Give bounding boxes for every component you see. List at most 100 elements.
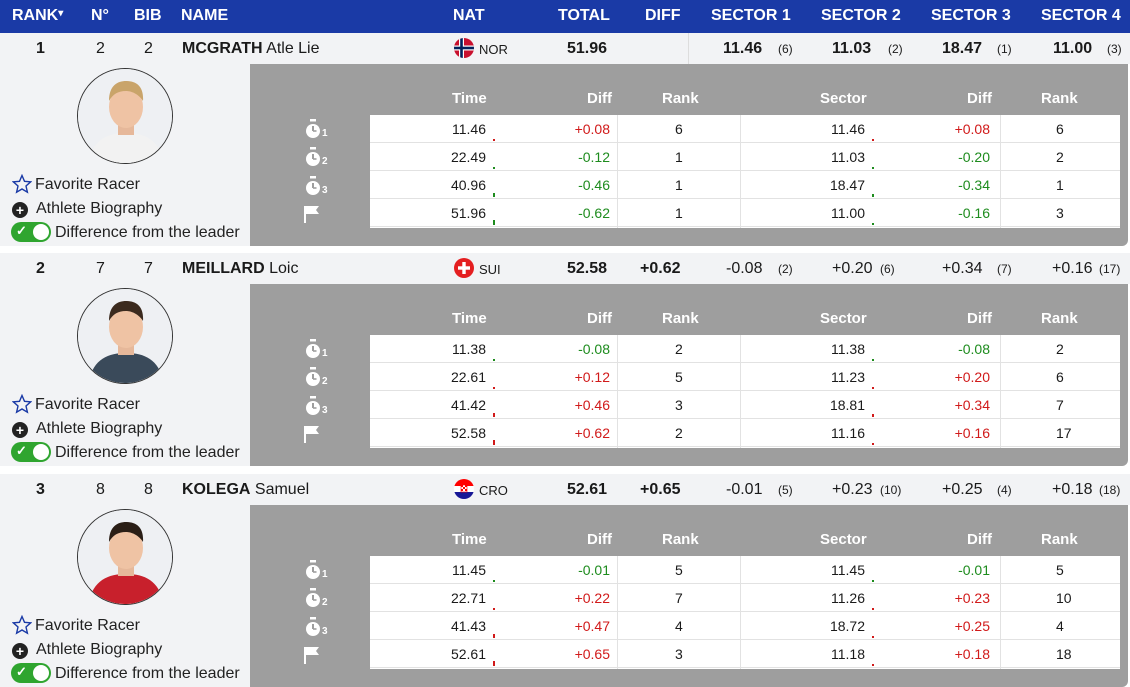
diff-bar [493,220,495,225]
sui-flag-icon [454,258,474,278]
difference-toggle[interactable]: ✓ [11,442,51,462]
sector-diff-bar [872,443,874,445]
athlete-info-panel: Favorite Racer + Athlete Biography ✓ Diff… [0,64,250,246]
split-rank: 2 [675,341,683,357]
split-time: 11.46 [452,121,486,137]
split-time: 40.96 [450,177,486,193]
sector-time: 11.00 [831,205,865,221]
split-diff: -0.62 [578,205,610,221]
split-rank: 5 [675,369,683,385]
athlete-biography-link[interactable]: + Athlete Biography [12,420,162,438]
sector-diff-bar [872,359,874,361]
athlete-name[interactable]: MEILLARD Loic [182,260,298,278]
sector-header: Sector [820,310,867,327]
finish-flag-icon [303,204,333,228]
results-header: RANK▾ N° BIB NAME NAT TOTAL DIFF SECTOR … [0,0,1130,33]
sector2-value: 11.03 [832,40,872,57]
split-diff: +0.46 [574,397,610,413]
athlete-biography-link[interactable]: + Athlete Biography [12,641,162,659]
stopwatch-3-icon: 3 [303,617,333,641]
total-time: 51.96 [567,40,608,57]
sector-time: 11.46 [831,121,865,137]
sector-diff: -0.16 [958,205,990,221]
athlete-last-name: KOLEGA [182,481,251,498]
time-header: Time [452,90,487,107]
sector-time: 18.47 [829,177,865,193]
athlete-name[interactable]: KOLEGA Samuel [182,481,309,499]
split-rank: 2 [675,425,683,441]
athlete-avatar [77,68,173,164]
diff-bar [493,167,495,169]
nat-column-header: NAT [453,7,485,24]
favorite-racer-link[interactable]: Favorite Racer [35,176,140,193]
difference-toggle[interactable]: ✓ [11,663,51,683]
sector-diff-bar [872,223,874,225]
favorite-racer-link[interactable]: Favorite Racer [35,617,140,634]
sector1-value: -0.01 [726,481,763,498]
split-time: 41.42 [450,397,486,413]
split-times-panel: Time Diff Rank Sector Diff Rank 1 2 3 11.4… [250,64,1128,246]
diff-header: Diff [587,310,612,327]
sector2-rank: (2) [888,42,903,56]
finish-flag-icon [303,424,333,448]
athlete-row[interactable]: 2 7 7 MEILLARD Loic SUI 52.58 +0.62 -0.0… [0,253,1130,284]
split-diff: +0.08 [574,121,610,137]
diff-bar [493,139,495,141]
stopwatch-3-icon: 3 [303,396,333,420]
column-divider [688,33,689,64]
split-diff: +0.62 [574,425,610,441]
difference-toggle[interactable]: ✓ [11,222,51,242]
favorite-racer-link[interactable]: Favorite Racer [35,396,140,413]
split-row: 41.43 +0.47 4 18.72 +0.25 4 [370,612,1120,640]
rank-header: Rank [662,310,699,327]
total-diff: +0.62 [640,260,681,277]
sector3-value: +0.25 [942,481,983,498]
column-divider [617,335,618,448]
sector-diff: +0.18 [954,646,990,662]
difference-from-leader-label: Difference from the leader [55,665,240,682]
rank-cell: 2 [36,260,45,277]
column-divider [1000,335,1001,448]
sector2-value: +0.23 [832,481,873,498]
time-header: Time [452,531,487,548]
rank-cell: 3 [36,481,45,498]
no-cell: 8 [96,481,105,498]
sector-rank: 2 [1056,149,1064,165]
sector-diff: +0.23 [954,590,990,606]
time-header: Time [452,310,487,327]
star-icon[interactable] [12,394,32,414]
column-divider [1000,115,1001,228]
athlete-row[interactable]: 1 2 2 MCGRATH Atle Lie NOR 51.96 11.46 (… [0,33,1130,64]
sector-header: Sector [820,90,867,107]
sector1-rank: (6) [778,42,793,56]
split-table: 11.38 -0.08 2 11.38 -0.08 2 22.61 +0.12 … [370,335,1120,448]
rank-cell: 1 [36,40,45,57]
rank-column-header[interactable]: RANK▾ [12,7,64,24]
split-diff: +0.12 [574,369,610,385]
sector1-value: 11.46 [723,40,763,57]
star-icon[interactable] [12,615,32,635]
sector-time: 11.26 [831,590,865,606]
rank-header: Rank [662,90,699,107]
sector-diff: -0.34 [958,177,990,193]
split-time: 11.38 [452,341,486,357]
check-icon: ✓ [16,223,27,238]
stopwatch-2-icon: 2 [303,147,333,171]
split-rank: 1 [675,149,683,165]
sector-rank: 17 [1056,425,1072,441]
split-table: 11.45 -0.01 5 11.45 -0.01 5 22.71 +0.22 … [370,556,1120,669]
split-rank: 1 [675,177,683,193]
split-diff: -0.12 [578,149,610,165]
sector4-column-header: SECTOR 4 [1041,7,1121,24]
rank-header: Rank [662,531,699,548]
stopwatch-1-icon: 1 [303,119,333,143]
sector-rank: 3 [1056,205,1064,221]
split-time: 41.43 [450,618,486,634]
sector-diff: -0.08 [958,341,990,357]
split-diff: -0.08 [578,341,610,357]
athlete-row[interactable]: 3 8 8 KOLEGA Samuel CRO 52.61 +0.65 -0.0… [0,474,1130,505]
sector-rank: 6 [1056,369,1064,385]
athlete-name[interactable]: MCGRATH Atle Lie [182,40,320,58]
athlete-biography-link[interactable]: + Athlete Biography [12,200,162,218]
star-icon[interactable] [12,174,32,194]
